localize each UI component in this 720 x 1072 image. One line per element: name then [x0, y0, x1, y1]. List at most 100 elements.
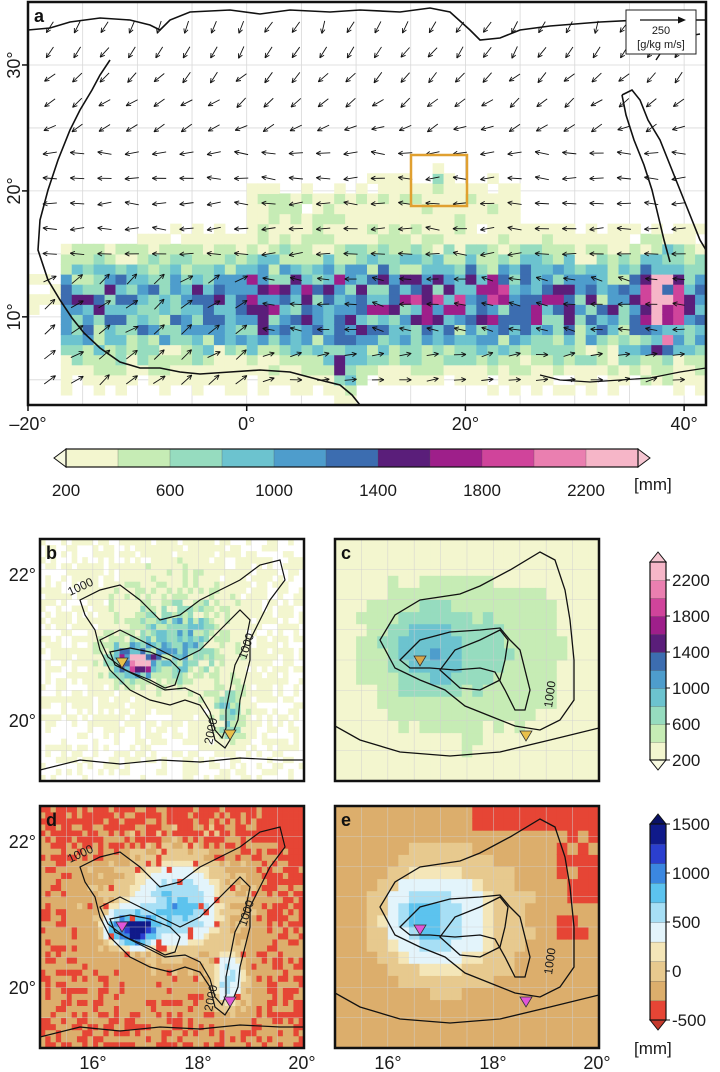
precip-cell: [588, 756, 599, 770]
difference-cell: [224, 957, 231, 964]
flux-vector: [373, 72, 383, 84]
difference-cell: [129, 1005, 136, 1013]
difference-cell: [87, 824, 94, 831]
precip-cell: [388, 173, 401, 184]
precip-cell: [135, 629, 141, 637]
difference-cell: [98, 927, 104, 934]
precip-cell: [345, 539, 357, 552]
precip-cell: [187, 557, 194, 564]
precip-cell: [268, 364, 281, 376]
precip-cell: [182, 557, 189, 564]
precip-cell: [256, 690, 263, 697]
precip-cell: [662, 314, 674, 325]
precip-cell: [514, 539, 526, 540]
precip-cell: [161, 702, 168, 709]
precip-cell: [596, 334, 609, 346]
difference-cell: [61, 860, 67, 867]
difference-cell: [108, 890, 115, 898]
precip-cell: [272, 678, 278, 685]
flux-vector: [645, 98, 657, 108]
difference-cell: [172, 842, 178, 849]
precip-cell: [193, 551, 199, 558]
difference-cell: [66, 914, 72, 922]
precip-cell: [61, 599, 67, 606]
precip-cell: [596, 274, 609, 285]
precip-cell: [323, 304, 335, 315]
precip-cell: [476, 314, 488, 325]
precip-cell: [145, 629, 152, 637]
difference-cell: [50, 896, 57, 904]
difference-cell: [82, 830, 88, 837]
precip-cell: [156, 599, 162, 606]
precip-cell: [45, 575, 51, 582]
precip-cell: [203, 660, 210, 667]
difference-cell: [76, 866, 83, 873]
precip-cell: [213, 344, 226, 356]
difference-cell: [66, 963, 72, 970]
precip-cell: [256, 569, 263, 576]
precip-cell: [430, 575, 442, 588]
precip-cell: [443, 183, 456, 195]
precip-cell: [556, 768, 568, 781]
precip-cell: [535, 647, 547, 661]
difference-cell: [145, 848, 152, 855]
precip-cell: [166, 647, 173, 655]
precip-cell: [282, 587, 289, 594]
flux-vector: [288, 251, 303, 257]
difference-cell: [40, 939, 46, 946]
precip-cell: [49, 284, 62, 295]
flux-vector: [644, 251, 659, 257]
precip-cell: [356, 344, 368, 356]
precip-cell: [187, 617, 194, 625]
precip-cell: [92, 720, 99, 727]
precip-cell: [251, 653, 257, 661]
precip-cell: [213, 354, 226, 366]
precip-cell: [119, 629, 125, 637]
precip-cell: [156, 635, 162, 643]
precip-cell: [388, 374, 401, 386]
difference-cell: [177, 927, 183, 934]
precip-cell: [230, 629, 236, 637]
difference-cell: [50, 818, 57, 825]
flux-vector: [534, 150, 549, 156]
difference-cell: [129, 920, 136, 928]
precip-cell: [148, 364, 160, 376]
colorbar-segment: [429, 448, 483, 468]
difference-cell: [40, 902, 46, 910]
difference-cell: [156, 896, 162, 904]
precip-cell: [137, 294, 149, 305]
difference-cell: [193, 812, 199, 819]
difference-cell: [124, 927, 131, 934]
precip-cell: [177, 684, 183, 691]
difference-cell: [92, 806, 99, 813]
precip-cell: [129, 756, 136, 764]
precip-cell: [113, 720, 120, 727]
precip-cell: [230, 660, 236, 667]
precip-cell: [443, 354, 456, 366]
precip-cell: [454, 354, 467, 366]
precip-cell: [113, 563, 120, 570]
precip-cell: [156, 617, 162, 625]
precip-cell: [192, 253, 204, 265]
difference-cell: [145, 1029, 152, 1037]
precip-cell: [585, 364, 598, 376]
precip-cell: [419, 660, 431, 673]
difference-cell: [124, 866, 131, 873]
difference-cell: [140, 939, 146, 946]
precip-cell: [261, 684, 268, 691]
difference-cell: [98, 999, 104, 1006]
precip-cell: [203, 678, 210, 685]
difference-cell: [124, 884, 131, 892]
difference-cell: [166, 1035, 173, 1043]
precip-cell: [387, 587, 399, 600]
flux-vector: [42, 225, 57, 231]
precip-cell: [377, 575, 389, 588]
precip-cell: [487, 193, 499, 205]
precip-cell: [166, 557, 173, 564]
precip-cell: [356, 213, 368, 225]
difference-cell: [150, 957, 157, 964]
precip-cell: [166, 605, 173, 612]
flux-vector: [453, 326, 466, 332]
difference-cell: [82, 975, 88, 982]
flux-vector: [236, 97, 246, 108]
